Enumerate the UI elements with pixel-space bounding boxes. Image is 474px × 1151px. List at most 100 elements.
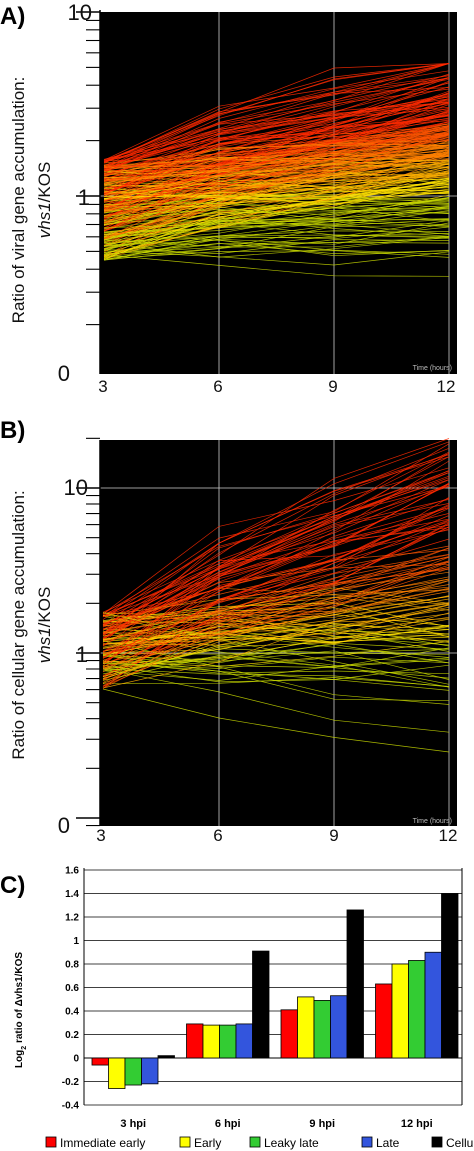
gene-line (102, 520, 450, 658)
gene-line (102, 526, 450, 681)
bar-early (391, 963, 409, 1059)
gene-line (103, 206, 450, 240)
gene-line (102, 602, 450, 646)
legend-swatch (361, 1136, 373, 1148)
gene-line (103, 86, 450, 178)
gene-line (103, 134, 450, 232)
gene-line (103, 107, 450, 230)
bar-late (330, 995, 348, 1059)
gene-line (103, 128, 450, 168)
legend-label: Late (376, 1136, 400, 1150)
panel-a-letter: A) (0, 3, 25, 30)
gene-line (102, 640, 450, 705)
gene-line (102, 612, 450, 647)
gene-line (102, 513, 450, 624)
gene-line (102, 612, 450, 645)
panel-a-ylabel-line2: vhs1/KOS (35, 162, 54, 239)
panel-a-xtick-3: 3 (98, 377, 107, 396)
gene-line (103, 121, 450, 217)
gene-line (103, 119, 450, 162)
gene-line (102, 618, 450, 689)
gene-line (103, 191, 450, 205)
gene-line (102, 497, 450, 652)
legend-label: Early (194, 1136, 221, 1150)
panel-b-xtick-3: 3 (96, 826, 105, 845)
gene-line (103, 126, 450, 246)
panel-b-ytick-1: 1 (76, 642, 88, 667)
gene-line (102, 655, 450, 679)
gene-line (103, 63, 450, 163)
y-tick-label: 0.6 (65, 983, 79, 994)
gene-line (102, 549, 450, 628)
y-tick-label: 1 (73, 936, 79, 947)
panel-b-xtick-12: 12 (439, 826, 458, 845)
bar-leaky-late (313, 1000, 331, 1059)
panel-b-xtick-9: 9 (329, 826, 338, 845)
gene-line (103, 148, 450, 184)
y-tick-label: 1.6 (65, 866, 79, 877)
gene-line (103, 254, 450, 277)
gene-line (103, 63, 450, 164)
bar-cellular (157, 1055, 175, 1059)
panel-a-y-minor-ticks (76, 11, 100, 326)
bar-leaky-late (219, 1024, 237, 1059)
gene-line (103, 113, 450, 182)
gene-line (103, 145, 450, 166)
gene-line (103, 218, 450, 247)
panel-a-ytick-0: 0 (58, 361, 70, 386)
gene-line (102, 503, 450, 637)
gene-line (102, 467, 450, 615)
legend-swatch (45, 1136, 57, 1148)
bar-early (202, 1024, 220, 1059)
gene-line (103, 99, 450, 195)
gene-line (102, 644, 450, 672)
panel-a-xtick-6: 6 (213, 377, 222, 396)
panel-b-letter: B) (0, 417, 25, 444)
panel-b-ytick-10: 10 (64, 475, 88, 500)
gene-line (103, 145, 450, 177)
gene-line (102, 656, 450, 669)
gene-line (102, 568, 450, 664)
gene-line (103, 63, 450, 173)
gene-line (102, 655, 450, 681)
gene-line (103, 127, 450, 181)
gene-line (103, 127, 450, 167)
gene-line (103, 133, 450, 259)
gene-line (102, 523, 450, 681)
gene-line (102, 626, 450, 649)
panel-b-y-minor-ticks (76, 437, 100, 827)
gene-line (102, 688, 450, 753)
gene-line (102, 443, 450, 618)
y-tick-label: -0.2 (62, 1077, 80, 1088)
legend-swatch (249, 1136, 261, 1148)
bar-late (235, 1023, 253, 1059)
gene-line (102, 648, 450, 675)
bar-immediate-early (375, 983, 393, 1059)
gene-line (102, 447, 450, 634)
legend-swatch (179, 1136, 191, 1148)
gene-line (102, 618, 450, 648)
gene-line (103, 250, 450, 266)
category-label: 12 hpi (401, 1118, 433, 1130)
gene-line (103, 236, 450, 258)
y-tick-label: 0.8 (65, 960, 79, 971)
gene-line (102, 483, 450, 659)
gene-line (102, 567, 450, 687)
legend-label: Immediate early (60, 1136, 145, 1150)
gene-line (103, 98, 450, 171)
gene-line (103, 74, 450, 172)
gene-line (103, 219, 450, 261)
panel-c-bars (91, 893, 459, 1089)
gene-line (103, 199, 450, 241)
gene-line (103, 134, 450, 171)
gene-line (102, 545, 450, 624)
category-label: 6 hpi (215, 1118, 241, 1130)
gene-line (103, 234, 450, 243)
gene-line (103, 239, 450, 257)
gene-line (102, 588, 450, 659)
y-tick-label: 0.2 (65, 1030, 79, 1041)
gene-line (103, 162, 450, 247)
gene-line (103, 198, 450, 224)
gene-line (102, 655, 450, 680)
gene-line (103, 205, 450, 242)
